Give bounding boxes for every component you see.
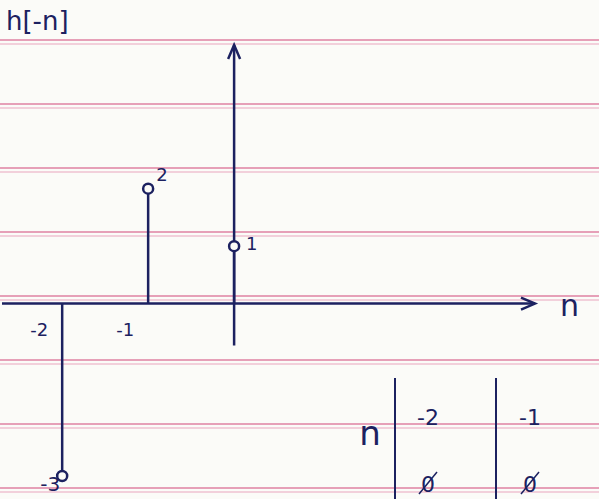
table-divider: [495, 378, 497, 499]
stem: [229, 241, 239, 303]
paper: [0, 0, 599, 499]
paper-line: [0, 487, 599, 489]
paper-line: [0, 235, 599, 237]
stem-marker: [229, 241, 239, 251]
slash: [521, 472, 539, 494]
y-axis: [233, 45, 236, 346]
stem-line: [147, 189, 150, 304]
table-header: n: [359, 413, 381, 453]
data-label: 1: [246, 233, 257, 254]
table-header: -1: [519, 405, 541, 430]
paper-line: [0, 107, 599, 109]
x-arrow: [521, 298, 535, 310]
paper-line: [0, 363, 599, 365]
stems: [57, 184, 239, 481]
paper-line: [0, 491, 599, 493]
table-header: -2: [417, 405, 439, 430]
paper-line: [0, 167, 599, 169]
data-label: 2: [156, 164, 167, 185]
paper-line: [0, 359, 599, 361]
x-tick-label: -2: [30, 319, 48, 340]
x-tick-label: -1: [116, 319, 134, 340]
table-cell: 0: [421, 472, 435, 497]
paper-line: [0, 231, 599, 233]
stem: [143, 184, 153, 304]
data-label: -3: [40, 472, 60, 496]
paper-line: [0, 39, 599, 41]
x-axis: [2, 302, 535, 305]
paper-line: [0, 295, 599, 297]
paper-line: [0, 103, 599, 105]
x-axis-label: n: [560, 288, 579, 323]
stem: [57, 304, 67, 481]
paper-line: [0, 423, 599, 425]
title: h[-n]: [6, 6, 69, 36]
stem-line: [233, 246, 236, 303]
table-cell: 0: [523, 472, 537, 497]
stem-line: [61, 304, 64, 476]
slash: [419, 472, 437, 494]
paper-line: [0, 171, 599, 173]
paper-line: [0, 299, 599, 301]
chart-root: h[-n] n -2 -1 -3 2 1 n -2 -1 0 0: [0, 0, 599, 499]
paper-line: [0, 43, 599, 45]
y-arrow: [228, 45, 240, 59]
paper-line: [0, 427, 599, 429]
table-divider: [394, 378, 396, 499]
stem-marker: [143, 184, 153, 194]
